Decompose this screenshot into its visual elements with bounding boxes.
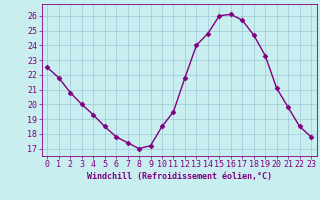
X-axis label: Windchill (Refroidissement éolien,°C): Windchill (Refroidissement éolien,°C) [87, 172, 272, 181]
